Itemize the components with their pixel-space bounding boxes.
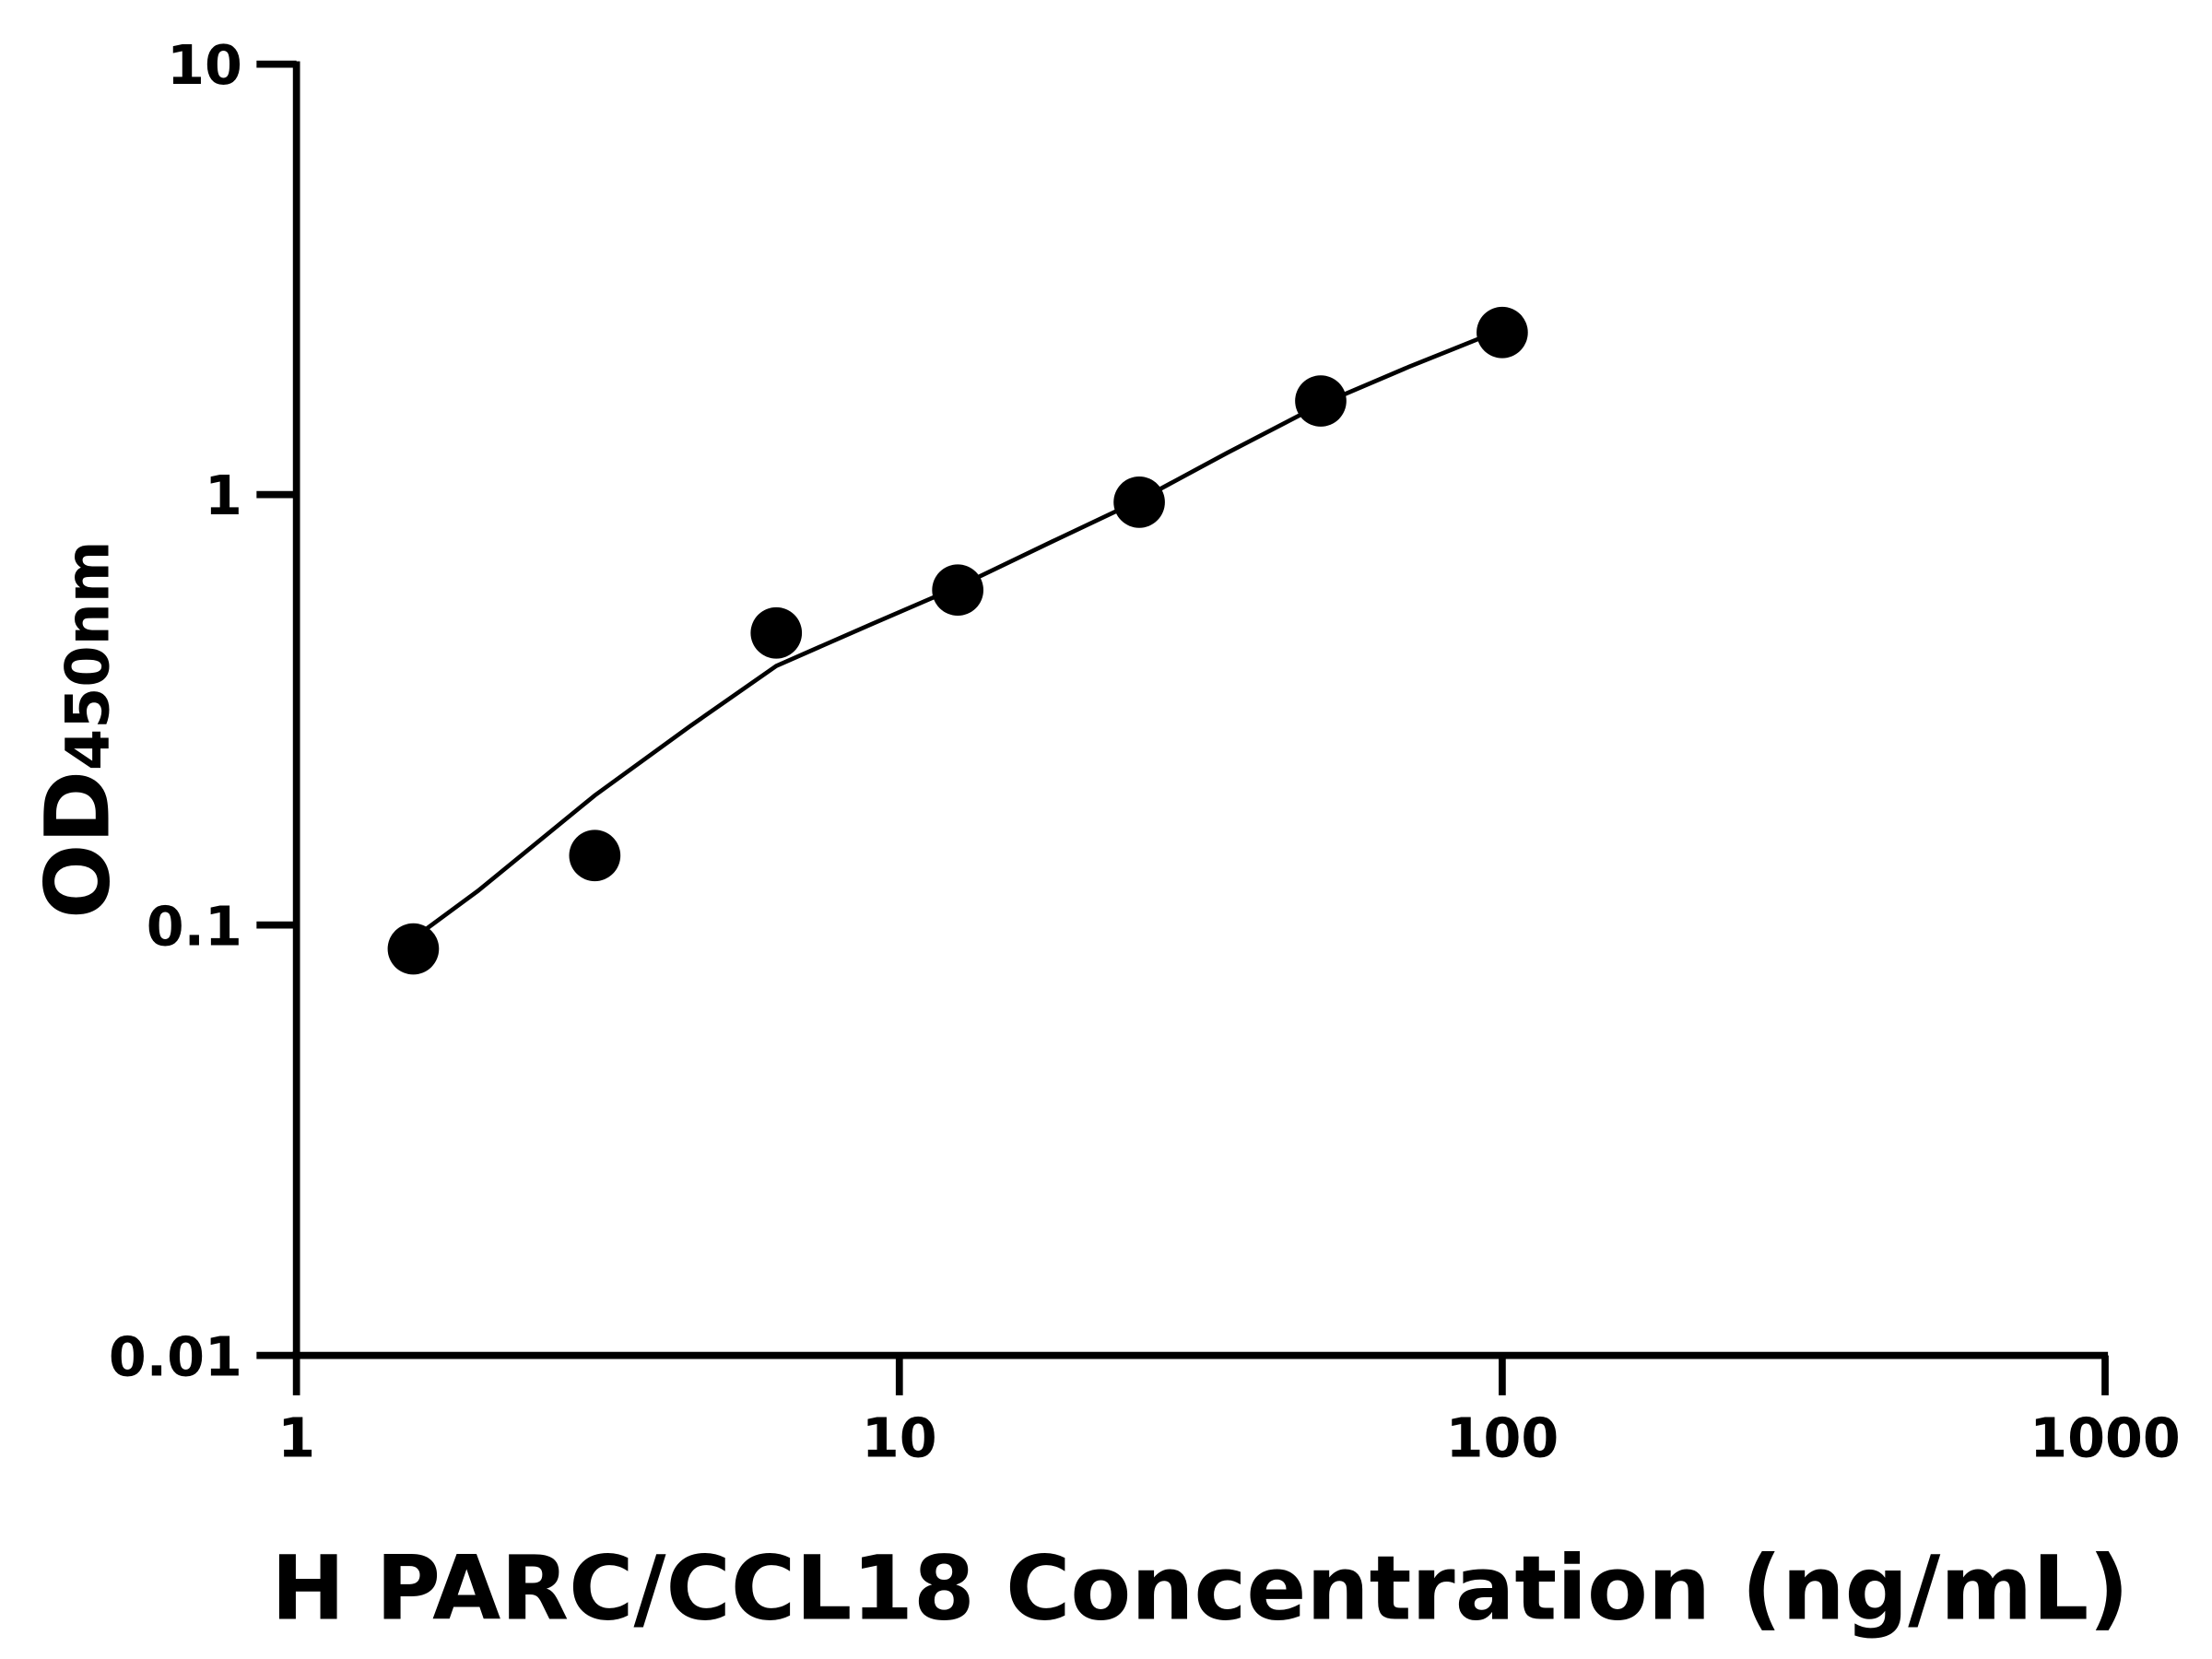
x-tick-label: 1000 bbox=[2030, 1406, 2181, 1469]
data-point bbox=[932, 564, 983, 617]
data-point bbox=[1295, 375, 1347, 427]
y-tick-label: 10 bbox=[167, 33, 242, 97]
data-point bbox=[750, 606, 803, 659]
x-tick-label: 100 bbox=[1446, 1406, 1559, 1469]
data-point bbox=[1477, 306, 1528, 359]
y-tick-label: 0.1 bbox=[147, 894, 242, 958]
y-axis-label-sub: 450nm bbox=[54, 540, 124, 770]
x-tick-label: 10 bbox=[862, 1406, 937, 1469]
axes bbox=[292, 61, 2109, 1360]
data-point bbox=[1113, 477, 1165, 528]
data-points bbox=[387, 306, 1528, 975]
y-tick-label: 0.01 bbox=[109, 1324, 242, 1388]
y-tick-label: 1 bbox=[205, 464, 242, 527]
x-axis-label: H PARC/CCL18 Concentration (ng/mL) bbox=[271, 1537, 2129, 1641]
y-axis-label: OD450nm bbox=[27, 540, 130, 919]
data-point bbox=[569, 830, 621, 882]
ticks: 1 10 100 1000 0.01 0.1 1 10 bbox=[109, 33, 2181, 1469]
y-axis-label-main: OD bbox=[27, 771, 130, 919]
data-point bbox=[387, 923, 440, 975]
x-tick-label: 1 bbox=[277, 1406, 315, 1469]
